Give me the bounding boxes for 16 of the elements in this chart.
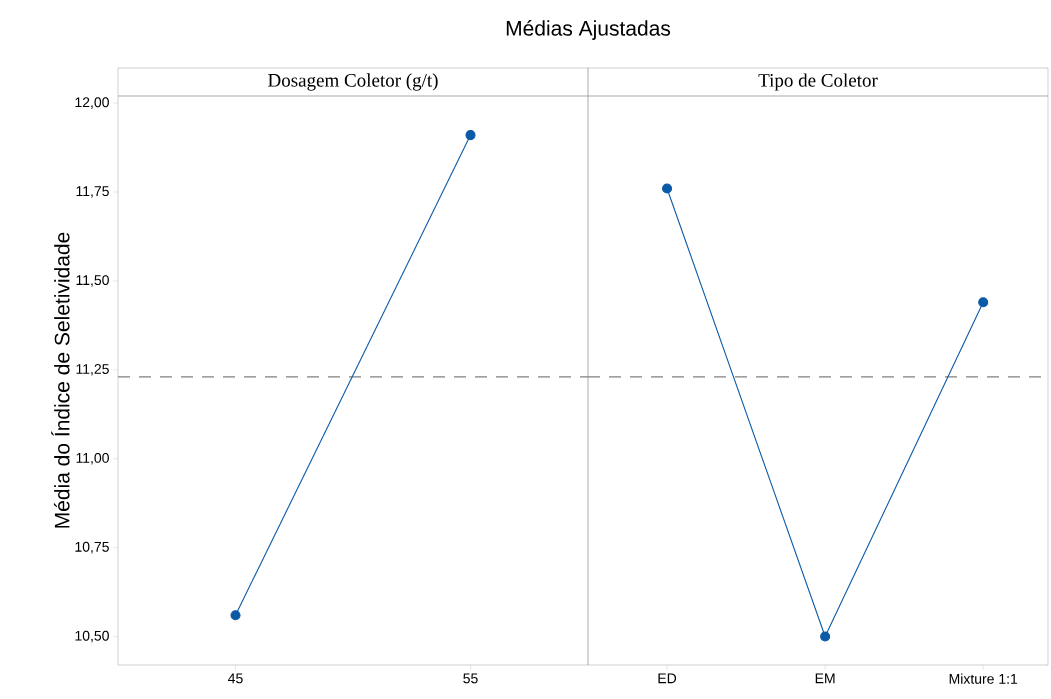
x-tick-label: 45	[228, 673, 243, 684]
x-tick-label: ED	[658, 673, 677, 684]
y-tick-label: 11,50	[76, 275, 109, 287]
x-tick-label: 55	[463, 673, 478, 684]
y-axis-title: Média do Índice de Seletividade	[51, 232, 70, 528]
y-tick-label: 11,75	[76, 186, 109, 198]
x-tick-label: EM	[815, 673, 835, 684]
chart-subtitle: Tipo de Coletor	[758, 73, 878, 91]
x-tick-label: Mixture 1:1	[949, 673, 1018, 684]
y-tick-label: 11,25	[76, 364, 109, 376]
y-tick-label: 10,50	[75, 630, 109, 643]
y-tick-label: 10,75	[75, 541, 109, 554]
chart-subtitle: Dosagem Coletor (g/t)	[268, 73, 438, 91]
chart-title: Médias Ajustadas	[506, 20, 671, 40]
y-tick-label: 12,00	[75, 97, 109, 109]
y-tick-label: 11,00	[76, 452, 109, 465]
